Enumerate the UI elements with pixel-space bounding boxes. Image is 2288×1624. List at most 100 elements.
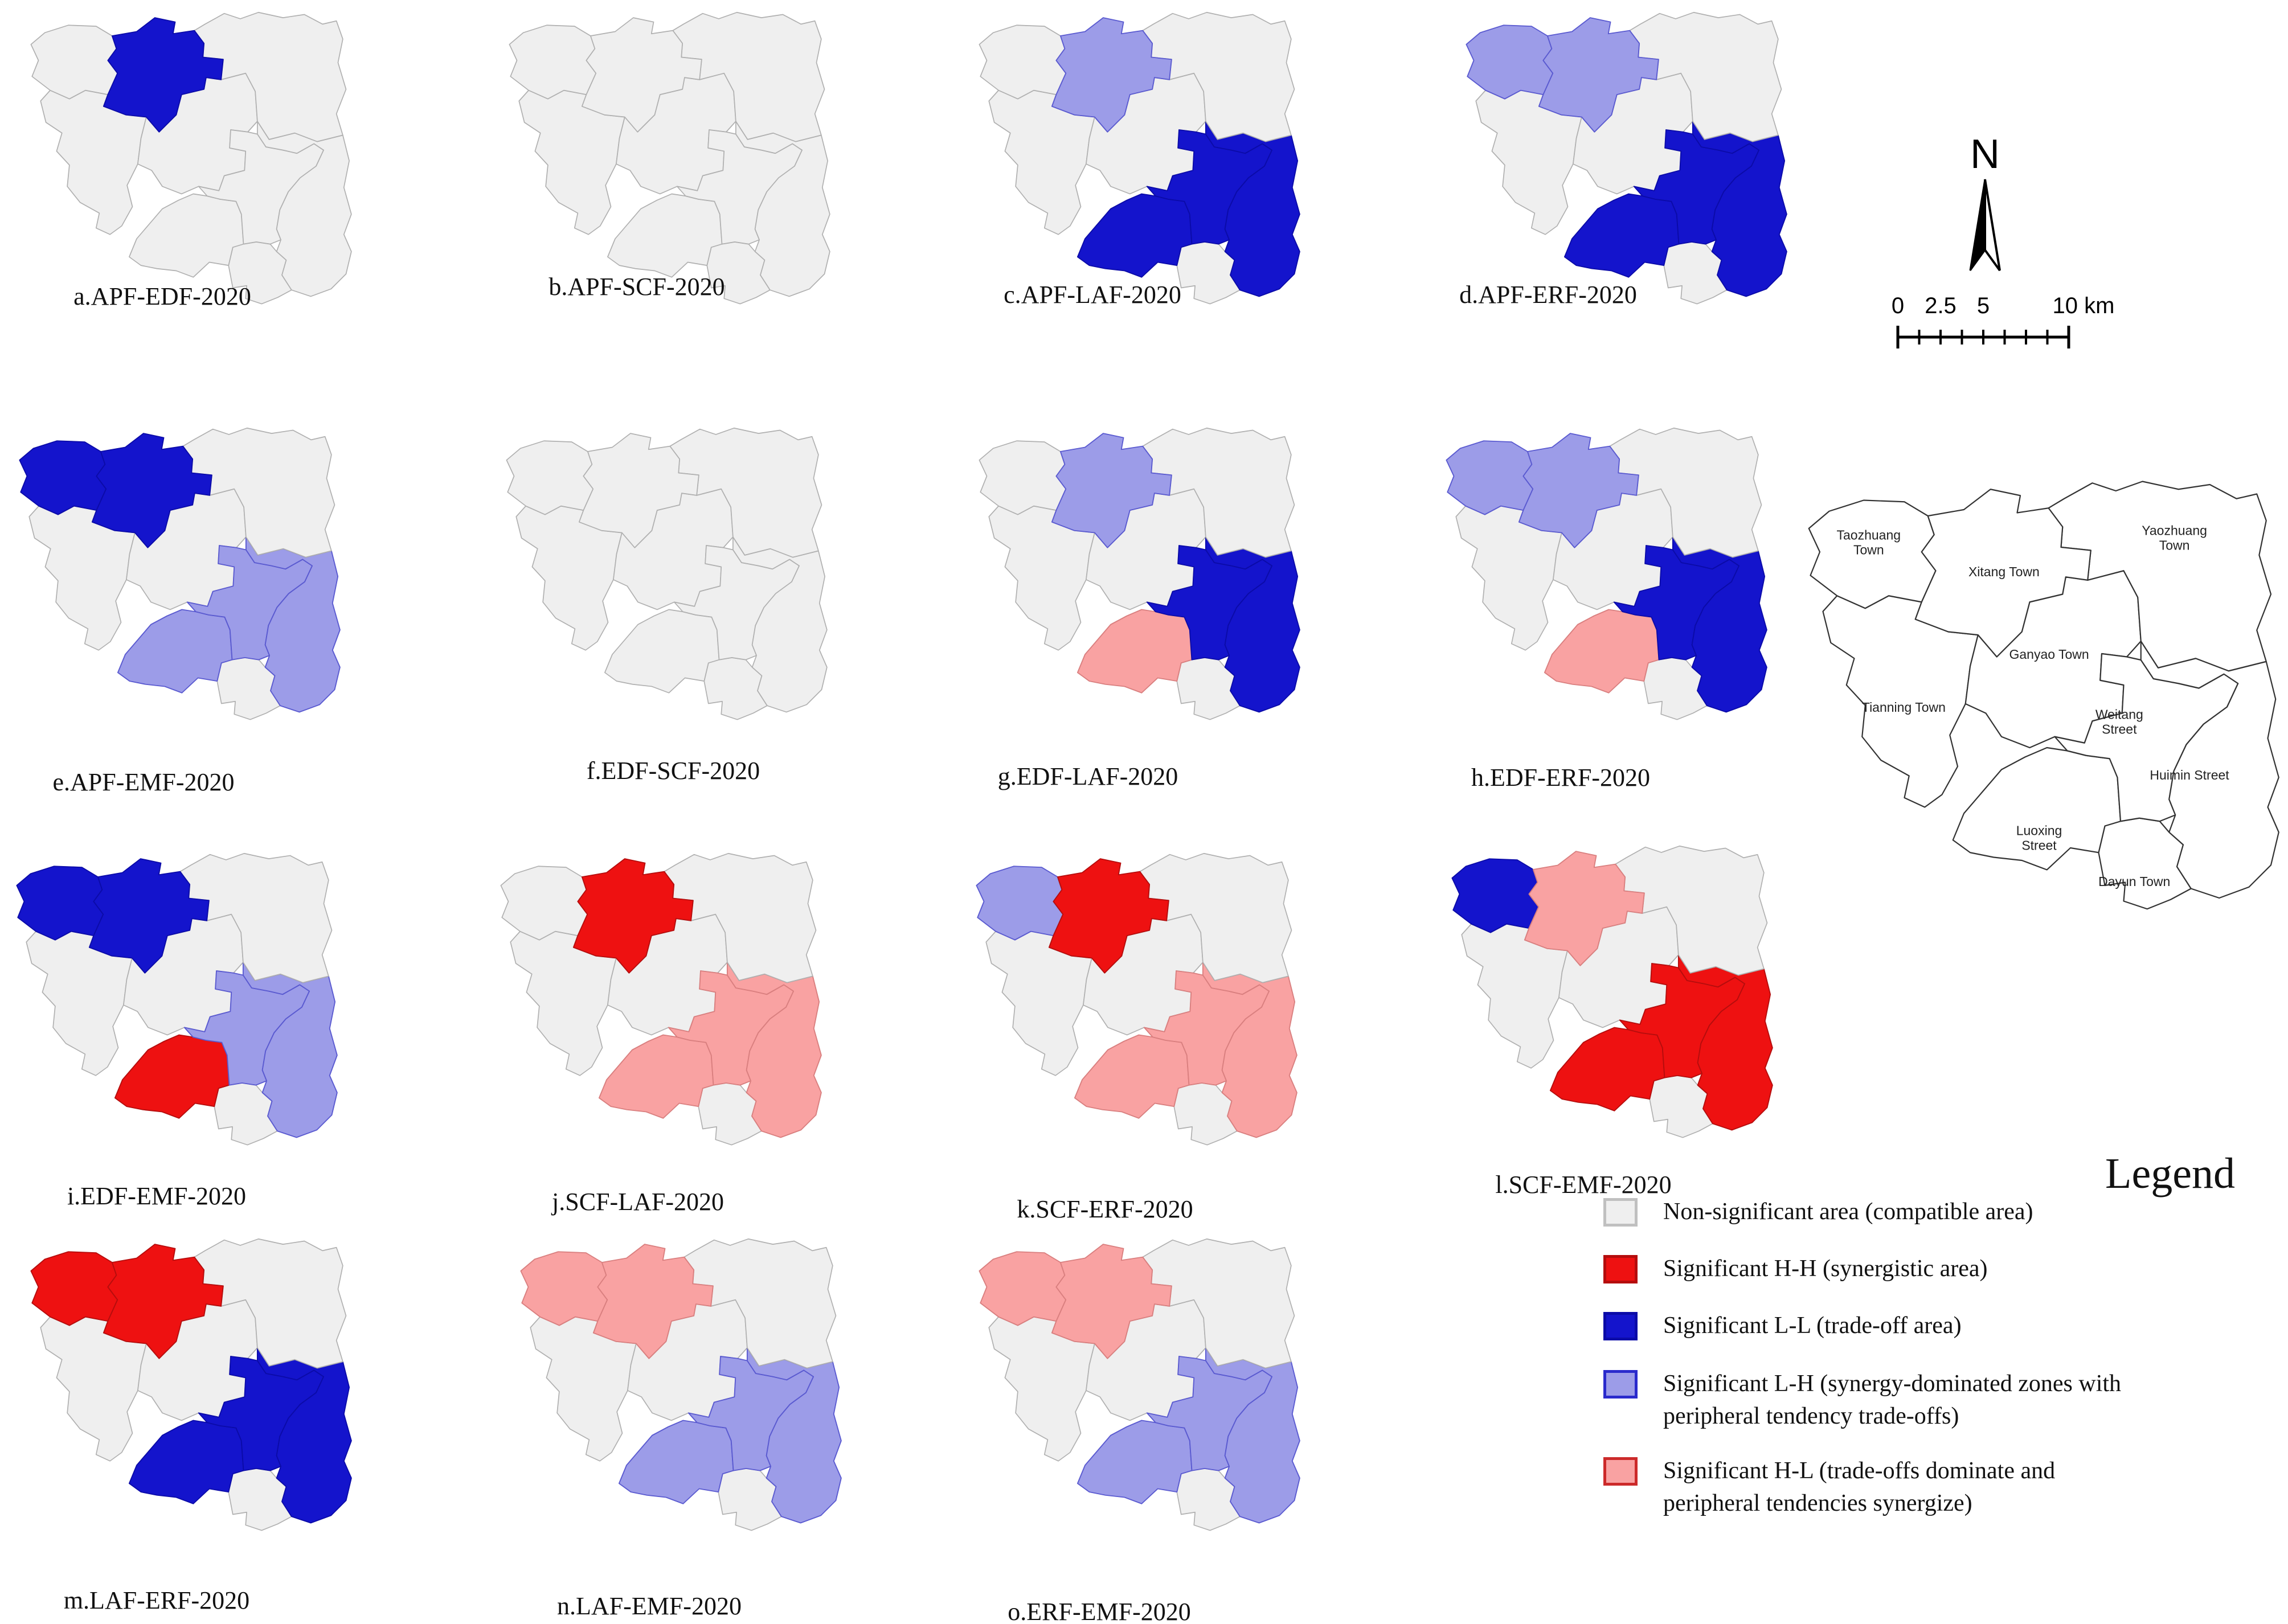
scale-tick-25: 2.5	[1925, 293, 1957, 318]
town-label-ganyao: Ganyao Town	[2009, 646, 2089, 662]
panel-caption-c: c.APF-LAF-2020	[1004, 281, 1181, 309]
panel-caption-j: j.SCF-LAF-2020	[552, 1188, 724, 1216]
mini-map-f	[493, 426, 834, 725]
panel-caption-h: h.EDF-ERF-2020	[1471, 764, 1651, 792]
huimin-region	[732, 536, 828, 713]
legend-swatch-hh	[1603, 1255, 1638, 1283]
taozhuang-region	[509, 24, 597, 100]
panel-caption-a: a.APF-EDF-2020	[73, 282, 251, 310]
xitang-region	[1048, 858, 1169, 974]
dayun-region	[703, 657, 768, 720]
huimin-region	[1205, 1347, 1300, 1524]
luoxing-region	[598, 1034, 714, 1119]
dayun-region	[698, 1082, 762, 1146]
xitang-region	[1538, 17, 1659, 133]
huimin-region	[726, 962, 822, 1138]
dayun-region	[1649, 1075, 1713, 1138]
town-label-luoxing: Luoxing Street	[2016, 823, 2062, 853]
huimin-region	[746, 1347, 842, 1524]
town-label-tianning: Tianning Town	[1861, 699, 1946, 715]
legend-label-ll: Significant L-L (trade-off area)	[1663, 1313, 1962, 1339]
scale-bar: 0 2.5 5 10 km	[1880, 293, 2130, 356]
north-arrow: N	[1934, 134, 2036, 280]
mini-map-b	[496, 10, 837, 309]
huimin-region	[1677, 954, 1773, 1131]
dayun-region	[1173, 1082, 1238, 1146]
mini-map-m	[17, 1237, 359, 1536]
xitang-region	[103, 1244, 224, 1359]
luoxing-region	[1077, 193, 1193, 278]
taozhuang-region	[976, 866, 1064, 941]
xitang-region	[1914, 489, 2091, 658]
dayun-region	[228, 1468, 292, 1531]
luoxing-region	[1563, 193, 1680, 278]
legend-label-hh: Significant H-H (synergistic area)	[1663, 1256, 1988, 1282]
scale-tick-0: 0	[1891, 293, 1905, 318]
mini-map-a	[17, 10, 359, 309]
taozhuang-region	[979, 440, 1067, 515]
dayun-region	[706, 241, 771, 305]
panel-caption-n: n.LAF-EMF-2020	[557, 1592, 742, 1620]
luoxing-region	[618, 1420, 734, 1504]
taozhuang-region	[979, 1251, 1067, 1326]
huimin-region	[242, 962, 338, 1138]
mini-map-c	[965, 10, 1307, 309]
panel-caption-f: f.EDF-SCF-2020	[586, 757, 760, 785]
scale-tick-10: 10 km	[2052, 293, 2115, 318]
xitang-region	[1051, 433, 1172, 548]
huimin-region	[735, 121, 830, 297]
luoxing-region	[1077, 1420, 1193, 1504]
mini-map-h	[1432, 426, 1774, 725]
taozhuang-region	[30, 24, 118, 100]
panel-caption-k: k.SCF-ERF-2020	[1017, 1195, 1193, 1223]
dayun-region	[214, 1082, 278, 1146]
taozhuang-region	[500, 866, 588, 941]
taozhuang-region	[520, 1251, 608, 1326]
huimin-region	[1672, 536, 1767, 713]
mini-map-g	[965, 426, 1307, 725]
panel-caption-l: l.SCF-EMF-2020	[1495, 1171, 1672, 1199]
xitang-region	[579, 433, 699, 548]
luoxing-region	[128, 1420, 244, 1504]
huimin-region	[1205, 121, 1300, 297]
legend-swatch-ll	[1603, 1312, 1638, 1340]
panel-caption-o: o.ERF-EMF-2020	[1008, 1598, 1191, 1624]
panel-caption-e: e.APF-EMF-2020	[52, 768, 235, 796]
panel-caption-i: i.EDF-EMF-2020	[67, 1182, 247, 1210]
legend-title: Legend	[2105, 1150, 2235, 1198]
dayun-region	[1176, 241, 1241, 305]
xitang-region	[1051, 17, 1172, 133]
mini-map-d	[1452, 10, 1794, 309]
dayun-region	[1663, 241, 1728, 305]
dayun-region	[2098, 817, 2192, 910]
huimin-region	[257, 121, 352, 297]
town-label-xitang: Xitang Town	[1968, 564, 2040, 579]
huimin-region	[1692, 121, 1787, 297]
panel-caption-b: b.APF-SCF-2020	[549, 273, 725, 301]
mini-map-e	[6, 426, 347, 725]
xitang-region	[91, 433, 212, 548]
dayun-region	[1643, 657, 1708, 720]
legend-label-lh: Significant L-H (synergy-dominated zones…	[1663, 1371, 2122, 1429]
xitang-region	[592, 1244, 714, 1359]
dayun-region	[1176, 657, 1241, 720]
panel-caption-m: m.LAF-ERF-2020	[63, 1586, 250, 1614]
north-label: N	[1970, 132, 2000, 177]
taozhuang-region	[16, 866, 104, 941]
panel-caption-g: g.EDF-LAF-2020	[997, 762, 1178, 790]
luoxing-region	[604, 609, 720, 694]
town-label-huimin: Huimin Street	[2150, 767, 2229, 782]
luoxing-region	[1074, 1034, 1190, 1119]
xitang-region	[88, 858, 210, 974]
luoxing-region	[117, 609, 233, 694]
mini-map-i	[3, 851, 345, 1150]
mini-map-k	[963, 851, 1304, 1150]
town-label-yaozhuang: Yaozhuang Town	[2142, 523, 2207, 553]
taozhuang-region	[979, 24, 1067, 100]
mini-map-j	[487, 851, 829, 1150]
town-label-weitang: Weitang Street	[2095, 707, 2143, 737]
dayun-region	[1176, 1468, 1241, 1531]
xitang-region	[1524, 851, 1645, 966]
xitang-region	[572, 858, 694, 974]
